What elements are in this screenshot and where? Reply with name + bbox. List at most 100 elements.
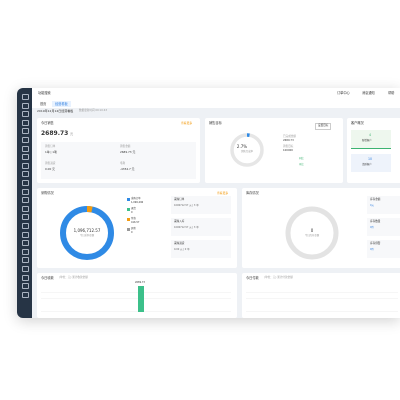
sidebar-icon [22, 180, 29, 186]
sidebar-icon [22, 102, 29, 109]
badge: 同比 [299, 157, 304, 160]
sidebar-icon [22, 162, 29, 169]
side-box [171, 196, 231, 214]
side-value: 1096712.57 元 | 3 单 [174, 226, 199, 229]
stat-label: 销售金额 [120, 145, 131, 148]
row-label: 销售目标 [283, 145, 294, 148]
target-ring [230, 133, 264, 167]
sales-amount: 2689.73 [41, 130, 69, 137]
sidebar-icon [22, 240, 29, 247]
stock-caption: 今日库存金额 [304, 234, 320, 237]
side-box [367, 240, 400, 258]
tabbar: 首页 经营看板 [32, 100, 400, 108]
legend-value: 0 [131, 231, 133, 234]
top-link[interactable]: 消息通知 [362, 91, 375, 95]
sidebar-icon [22, 128, 29, 135]
side-label: 库存预警 [370, 242, 381, 245]
stock-donut [285, 206, 339, 260]
stat-value: -4354.7 元 [120, 167, 135, 171]
sidebar [17, 88, 32, 318]
side-value: 0.00 元 | 0 单 [174, 248, 190, 251]
sidebar-icon [22, 188, 29, 195]
stat-label: 销售退货 [45, 162, 56, 165]
top-link[interactable]: 订单中心 [337, 91, 350, 95]
sidebar-icon [22, 248, 29, 255]
purchase-total: 1,096,712.57 [73, 228, 101, 233]
card-note: (单位：元) 累计收款金额 [59, 276, 88, 280]
side-value: 0元 [370, 204, 374, 207]
page-title: 2019年12月14日经营看板 [37, 109, 74, 113]
sidebar-icon [22, 274, 29, 281]
side-value: 0件 [370, 226, 374, 229]
stock-center: 0 [310, 228, 314, 233]
top-link[interactable]: 帮助 [388, 91, 395, 95]
legend-value: 416.57 [131, 221, 140, 224]
stat-label: 销售订单 [45, 145, 56, 148]
sidebar-icon [22, 145, 29, 152]
sales-grid: 销售订单 1单 | 1笔 销售金额 2689.73 元销售退货 0.00 元 毛利 -435… [41, 142, 196, 179]
side-label: 采购订单 [174, 198, 185, 201]
more-link[interactable]: 查看更多 [217, 191, 229, 195]
customer-box [351, 154, 391, 172]
side-value: 0件 [370, 248, 374, 251]
more-link[interactable]: 查看更多 [181, 121, 193, 125]
stat-value: 1单 | 1笔 [45, 150, 57, 154]
customer-label: 新增客户 [362, 139, 372, 142]
sidebar-icon [22, 257, 29, 264]
row-value: 2689.73 [283, 139, 294, 142]
side-value: 1096712.57 元 | 3 单 [174, 204, 199, 207]
tab[interactable]: 首页 [40, 101, 47, 106]
donut-ring [285, 206, 339, 260]
update-time: 数据更新时间 09:10:43 [79, 109, 108, 112]
purchase-card: 采购情况 查看更多 1,096,712.57 今日采购金额 采购订单 1,096,… [37, 188, 237, 268]
donut-slice [86, 206, 93, 213]
sidebar-icon [22, 94, 29, 100]
sidebar-icon [22, 283, 29, 290]
card-title: 今日销售 [41, 121, 54, 125]
legend-value: 1,096,296 [131, 201, 144, 204]
bar [138, 286, 144, 312]
sidebar-icon [22, 291, 29, 298]
sidebar-icon [22, 223, 29, 229]
receipts-card: 今日收款 (单位：元) 累计收款金额 2689.73 [37, 273, 237, 318]
set-target-button[interactable]: 设置目标 [315, 123, 332, 130]
chart-grid [246, 286, 398, 312]
card-title: 今日付款 [246, 276, 259, 280]
sidebar-icon [22, 197, 29, 204]
stat-label: 毛利 [120, 162, 126, 165]
donut-ring [60, 206, 114, 260]
search[interactable]: 功能搜索 [38, 91, 51, 95]
row-value: 100000 [283, 149, 293, 152]
percent-label: 2.7% [236, 144, 248, 149]
card-title: 采购情况 [41, 191, 54, 195]
purchase-donut [60, 206, 114, 260]
side-box [171, 218, 231, 236]
tab-active[interactable]: 经营看板 [52, 101, 71, 108]
legend-label: 付款 [131, 217, 136, 220]
badge: 环比 [299, 163, 304, 166]
sidebar-icon [22, 119, 29, 126]
legend-label: 采购订单 [131, 197, 141, 200]
app-window: 功能搜索 订单中心 消息通知 帮助 首页 经营看板 2019年12月14日经营看… [17, 88, 400, 318]
sales-card: 今日销售 查看更多 2689.73 元 销售订单 1单 | 1笔 销售金额 2689.… [37, 118, 200, 183]
customer-value: 10 [368, 157, 373, 161]
sidebar-icon [22, 171, 29, 178]
side-label: 库存金额 [370, 198, 381, 201]
legend-swatch [127, 208, 130, 211]
legend-label: 其他 [131, 227, 136, 230]
side-label: 采购入库 [174, 220, 185, 223]
customer-box [351, 130, 391, 149]
customers-card: 客户概况 4 新增客户 10 活跃客户 [347, 118, 400, 183]
total-caption: 今日采购金额 [79, 234, 95, 237]
row-label: 已完成金额 [283, 135, 296, 138]
card-title: 今日收款 [41, 276, 54, 280]
side-box [367, 196, 400, 214]
sidebar-icon [22, 266, 29, 272]
customer-value: 4 [369, 133, 372, 137]
sidebar-icon [22, 111, 29, 118]
unit: 元 [70, 132, 74, 136]
side-box [367, 218, 400, 236]
sidebar-icon [22, 137, 29, 143]
side-label: 库存数量 [370, 220, 381, 223]
